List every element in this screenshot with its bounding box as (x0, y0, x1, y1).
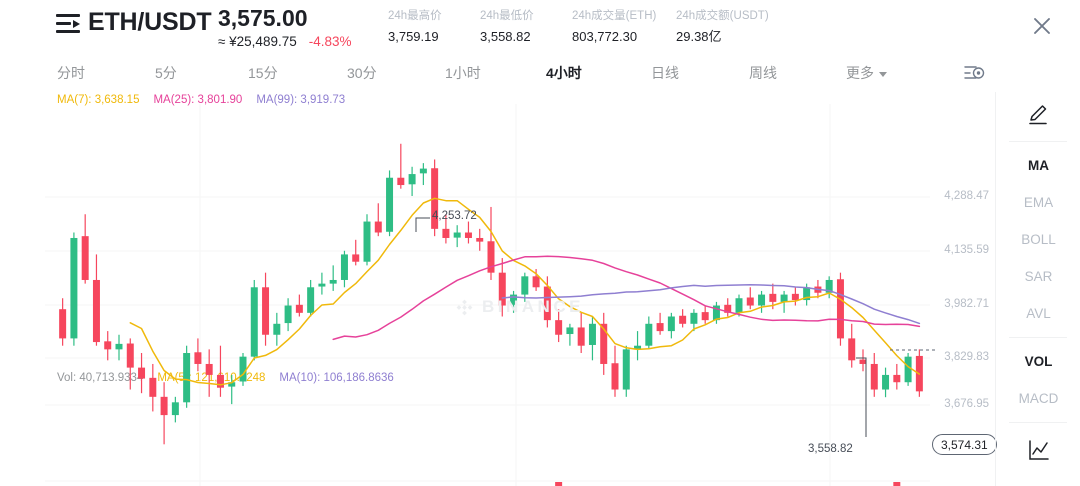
last-price: 3,575.00 (218, 5, 308, 31)
stat-0: 24h最高价 3,759.19 (388, 8, 480, 47)
market-stats: 24h最高价 3,759.19 24h最低价 3,558.82 24h成交量(ETH) 8… (388, 8, 780, 47)
tab-label: 周线 (749, 65, 777, 81)
vol-legend-item: Vol: 40,713.9334 (57, 372, 144, 384)
vol-legend-item: MA(10): 106,186.8636 (279, 372, 394, 384)
tab-4小时[interactable]: 4小时 (546, 54, 582, 92)
sub-indicators[interactable]: VOL MACD (996, 343, 1080, 417)
stat-value: 3,759.19 (388, 29, 439, 44)
chart-settings-icon[interactable] (963, 63, 985, 83)
overlay-indicators[interactable]: MA EMA BOLL SAR AVL (996, 147, 1080, 332)
indicator-label: MACD (1018, 391, 1059, 406)
menu-collapse-icon[interactable] (56, 13, 80, 35)
tab-label: 分时 (57, 65, 85, 81)
tab-label: 5分 (155, 65, 177, 81)
price-tick: 3,676.95 (944, 398, 989, 410)
indicator-label: AVL (1026, 306, 1051, 321)
tab-周线[interactable]: 周线 (749, 54, 777, 92)
tab-label: 1小时 (445, 65, 481, 81)
ma-legend-item: MA(7): 3,638.15 (57, 94, 140, 106)
stat-value: 3,558.82 (480, 29, 531, 44)
chart-area[interactable]: MA(7): 3,638.15 MA(25): 3,801.90 MA(99): 3… (0, 92, 997, 486)
tab-分时[interactable]: 分时 (57, 54, 85, 92)
current-price-badge: 3,574.31 (932, 434, 997, 455)
indicator-label: MA (1028, 158, 1049, 173)
indicator-macd[interactable]: MACD (996, 380, 1080, 417)
tab-label: 日线 (651, 65, 679, 81)
indicator-boll[interactable]: BOLL (996, 221, 1080, 258)
price-tick: 3,982.71 (944, 298, 989, 310)
pencil-edit-icon[interactable] (996, 92, 1080, 136)
tab-日线[interactable]: 日线 (651, 54, 679, 92)
indicator-label: EMA (1023, 195, 1054, 210)
price-tick: 4,288.47 (944, 190, 989, 202)
ma-legend-item: MA(25): 3,801.90 (153, 94, 243, 106)
stat-2: 24h成交量(ETH) 803,772.30 (572, 8, 676, 47)
indicator-ma[interactable]: MA (996, 147, 1080, 184)
stat-label: 24h成交量(ETH) (572, 10, 657, 22)
tab-5分[interactable]: 5分 (155, 54, 177, 92)
change-percent: -4.83% (308, 34, 352, 49)
tab-15分[interactable]: 15分 (248, 54, 278, 92)
timeframe-tabs[interactable]: 分时 5分 15分 30分 1小时 4小时 日线 周线 更多 (0, 54, 1080, 92)
tab-1小时[interactable]: 1小时 (445, 54, 481, 92)
tab-30分[interactable]: 30分 (347, 54, 377, 92)
close-icon[interactable] (1028, 12, 1056, 40)
tab-label: 30分 (347, 65, 377, 81)
toolbar-divider (1009, 422, 1067, 423)
indicator-avl[interactable]: AVL (996, 295, 1080, 332)
price-block: 3,575.00 ≈ ¥25,489.75 -4.83% (218, 4, 352, 49)
stat-label: 24h最低价 (480, 10, 534, 22)
ma-legend-item: MA(99): 3,919.73 (256, 94, 346, 106)
indicator-sar[interactable]: SAR (996, 258, 1080, 295)
tab-label: 15分 (248, 65, 278, 81)
indicator-vol[interactable]: VOL (996, 343, 1080, 380)
indicator-label: SAR (1024, 269, 1053, 284)
page-title: ETH/USDT (88, 8, 212, 36)
tab-label: 4小时 (546, 65, 582, 81)
tab-label: 更多 (846, 65, 874, 81)
price-tick: 3,829.83 (944, 351, 989, 363)
chevron-down-icon (879, 71, 887, 77)
page-header: ETH/USDT 3,575.00 ≈ ¥25,489.75 -4.83% 24… (0, 0, 1080, 54)
stat-3: 24h成交额(USDT) 29.38亿 (676, 8, 780, 47)
stat-1: 24h最低价 3,558.82 (480, 8, 572, 47)
indicator-label: BOLL (1021, 232, 1056, 247)
tab-更多[interactable]: 更多 (846, 54, 887, 92)
toolbar-divider (1009, 337, 1067, 338)
price-tick: 4,135.59 (944, 244, 989, 256)
toolbar-divider (1009, 141, 1067, 142)
indicator-toolbar[interactable]: MA EMA BOLL SAR AVL VOL MACD (995, 92, 1080, 486)
stat-value: 29.38亿 (676, 29, 722, 44)
high-marker: 4,253.72 (432, 210, 477, 222)
low-marker: 3,558.82 (808, 443, 853, 455)
candlestick-svg (45, 104, 935, 486)
indicator-label: VOL (1024, 354, 1053, 369)
stat-label: 24h成交额(USDT) (676, 10, 769, 22)
fiat-price: ≈ ¥25,489.75 (218, 34, 297, 49)
ma-legend: MA(7): 3,638.15 MA(25): 3,801.90 MA(99): 3… (57, 94, 359, 106)
stat-value: 803,772.30 (572, 29, 638, 44)
line-chart-icon[interactable] (996, 428, 1080, 472)
indicator-ema[interactable]: EMA (996, 184, 1080, 221)
stat-label: 24h最高价 (388, 10, 442, 22)
